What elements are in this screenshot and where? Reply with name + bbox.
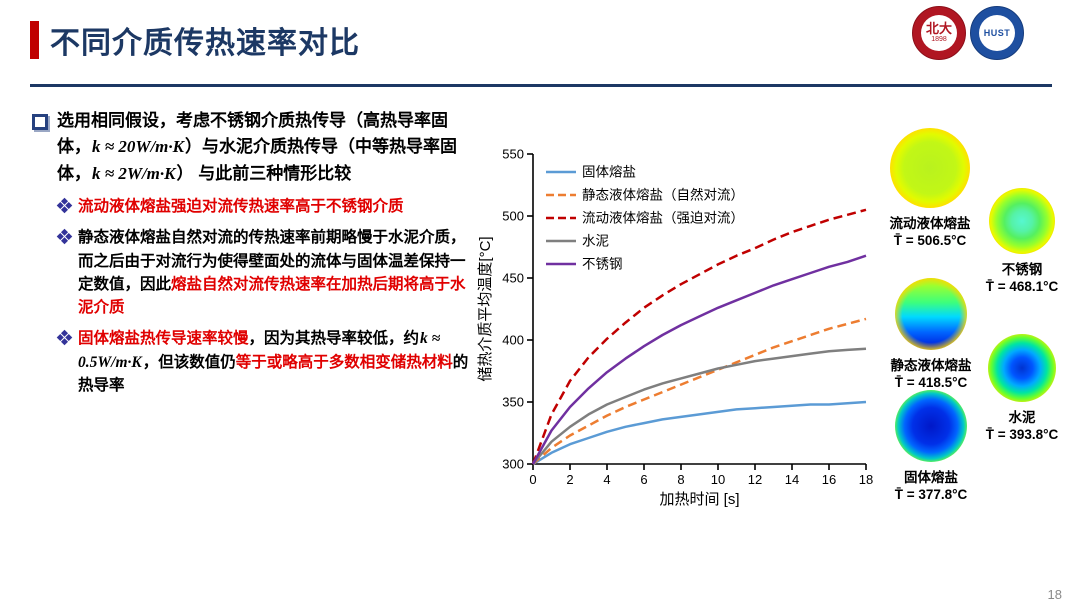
contour-avg-temp: T̄ = 418.5°C bbox=[894, 375, 968, 390]
contour-label: 静态液体熔盐 bbox=[890, 358, 972, 373]
contour-avg-temp: T̄ = 393.8°C bbox=[985, 427, 1059, 442]
legend-label-2: 流动液体熔盐（强迫对流） bbox=[582, 211, 744, 226]
chart-series-1 bbox=[532, 317, 867, 465]
chart-series-4 bbox=[531, 254, 867, 465]
contour-image-flowing-salt bbox=[890, 128, 970, 208]
contour-avg-temp: T̄ = 468.1°C bbox=[985, 279, 1059, 294]
text-column: 选用相同假设，考虑不锈钢介质热传导（高热导率固体，k ≈ 20W/m·K）与水泥… bbox=[32, 108, 470, 405]
contour-image-cement bbox=[988, 334, 1056, 402]
legend-label-4: 不锈钢 bbox=[582, 257, 623, 272]
hust-logo-inner: HUST bbox=[978, 14, 1016, 52]
pku-year-text: 1898 bbox=[931, 36, 947, 44]
header: 不同介质传热速率对比 bbox=[30, 18, 360, 62]
x-tick-label: 8 bbox=[677, 472, 684, 487]
contour-group-cement: 水泥 T̄ = 393.8°C bbox=[972, 334, 1072, 442]
contour-label: 固体熔盐 bbox=[904, 470, 958, 485]
y-tick-label: 550 bbox=[502, 147, 524, 162]
contour-image-static-salt bbox=[895, 278, 967, 350]
diamond-bullet-icon bbox=[56, 229, 73, 245]
x-tick-label: 0 bbox=[529, 472, 536, 487]
contour-group-stainless-steel: 不锈钢 T̄ = 468.1°C bbox=[970, 188, 1074, 294]
contour-image-stainless-steel bbox=[989, 188, 1055, 254]
contour-label: 不锈钢 bbox=[1001, 262, 1043, 277]
legend-label-0: 固体熔盐 bbox=[582, 165, 636, 180]
contour-label: 流动液体熔盐 bbox=[889, 216, 971, 231]
contour-avg-temp: T̄ = 506.5°C bbox=[893, 233, 967, 248]
x-tick-label: 10 bbox=[711, 472, 725, 487]
hust-logo: HUST bbox=[970, 6, 1024, 60]
sub-bullet-1-text: 流动液体熔盐强迫对流传热速率高于不锈钢介质 bbox=[78, 198, 404, 216]
y-tick-label: 350 bbox=[502, 395, 524, 410]
chart-canvas: 300 350 400 450 500 550 0 2 4 6 8 10 12 14 16 18 固体熔盐静态液… bbox=[477, 147, 873, 509]
contour-group-static-salt: 静态液体熔盐 T̄ = 418.5°C bbox=[884, 278, 978, 390]
x-tick-label: 16 bbox=[822, 472, 836, 487]
sub-bullet-2: 静态液体熔盐自然对流的传热速率前期略慢于水泥介质，而之后由于对流行为使得壁面处的… bbox=[56, 226, 470, 319]
legend-label-1: 静态液体熔盐（自然对流） bbox=[582, 187, 744, 203]
contour-group-flowing-salt: 流动液体熔盐 T̄ = 506.5°C bbox=[880, 128, 980, 248]
y-tick-label: 450 bbox=[502, 271, 524, 286]
x-tick-label: 4 bbox=[603, 472, 610, 487]
y-tick-label: 300 bbox=[502, 457, 524, 472]
chart-series-2 bbox=[531, 208, 867, 465]
contour-image-solid-salt bbox=[895, 390, 967, 462]
contour-avg-temp: T̄ = 377.8°C bbox=[894, 487, 968, 502]
main-bullet: 选用相同假设，考虑不锈钢介质热传导（高热导率固体，k ≈ 20W/m·K）与水泥… bbox=[32, 108, 470, 187]
pku-logo: 北大 1898 bbox=[912, 6, 966, 60]
title-accent-bar bbox=[30, 21, 39, 59]
sub-bullet-1: 流动液体熔盐强迫对流传热速率高于不锈钢介质 bbox=[56, 195, 470, 218]
title-divider bbox=[30, 84, 1052, 87]
legend-label-3: 水泥 bbox=[582, 234, 609, 249]
y-tick-label: 500 bbox=[502, 209, 524, 224]
diamond-bullet-icon bbox=[56, 330, 73, 346]
y-axis-label: 储热介质平均温度[°C] bbox=[477, 236, 494, 381]
chart-series-0 bbox=[532, 400, 867, 466]
x-tick-label: 18 bbox=[859, 472, 873, 487]
page-number: 18 bbox=[1047, 587, 1062, 602]
x-tick-label: 14 bbox=[785, 472, 799, 487]
x-tick-label: 6 bbox=[640, 472, 647, 487]
diamond-bullet-icon bbox=[56, 197, 73, 214]
page-title: 不同介质传热速率对比 bbox=[50, 27, 360, 60]
pku-seal-text: 北大 bbox=[925, 21, 952, 37]
sub-bullet-3-text: 固体熔盐热传导速率较慢，因为其热导率较低，约k ≈ 0.5W/m·K，但该数值仍… bbox=[78, 330, 469, 394]
pku-logo-inner: 北大 1898 bbox=[920, 14, 958, 52]
contour-label: 水泥 bbox=[1008, 410, 1036, 425]
contour-panel: 流动液体熔盐 T̄ = 506.5°C 不锈钢 T̄ = 468.1°C 静态液… bbox=[878, 128, 1080, 588]
chart-series-3 bbox=[532, 347, 867, 465]
y-tick-label: 400 bbox=[502, 333, 524, 348]
main-bullet-text: 选用相同假设，考虑不锈钢介质热传导（高热导率固体，k ≈ 20W/m·K）与水泥… bbox=[57, 111, 457, 183]
temperature-line-chart: 300 350 400 450 500 550 0 2 4 6 8 10 12 14 16 18 固体熔盐静态液… bbox=[468, 124, 873, 539]
x-tick-label: 2 bbox=[566, 472, 573, 487]
square-bullet-icon bbox=[32, 114, 48, 130]
contour-group-solid-salt: 固体熔盐 T̄ = 377.8°C bbox=[884, 390, 978, 502]
sub-bullet-2-text: 静态液体熔盐自然对流的传热速率前期略慢于水泥介质，而之后由于对流行为使得壁面处的… bbox=[78, 229, 466, 317]
x-axis-label: 加热时间 [s] bbox=[659, 491, 739, 508]
sub-bullet-3: 固体熔盐热传导速率较慢，因为其热导率较低，约k ≈ 0.5W/m·K，但该数值仍… bbox=[56, 327, 470, 397]
hust-abbr-text: HUST bbox=[983, 27, 1011, 38]
x-tick-label: 12 bbox=[748, 472, 762, 487]
